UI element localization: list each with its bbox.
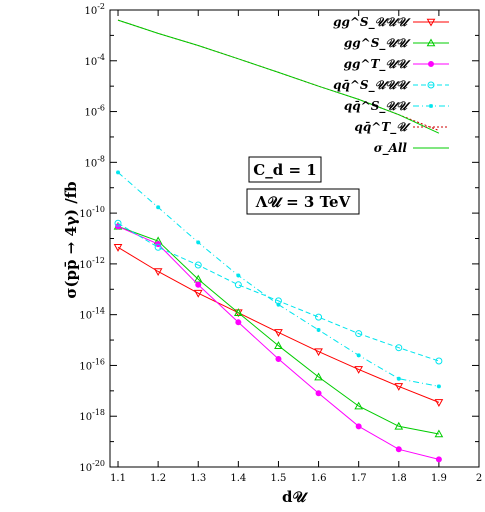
ticks-layer: 1.1 1.2 1.3 1.4 1.5 1.6 1.7 1.8 1.9 2 10-20 10-18 10… bbox=[79, 2, 482, 484]
data-point bbox=[236, 273, 241, 278]
y-tick-label: 10-4 bbox=[84, 53, 105, 68]
legend-label: qq̄^T_𝒰 bbox=[354, 120, 411, 135]
data-point bbox=[394, 421, 404, 430]
y-tick-label: 10-10 bbox=[79, 205, 105, 220]
data-point bbox=[356, 353, 361, 358]
legend-item: qq̄^S_𝒰𝒰 bbox=[344, 99, 449, 114]
series-4 bbox=[116, 170, 441, 389]
legend-label: gg^S_𝒰𝒰 bbox=[344, 36, 411, 51]
y-tick-label: 10-14 bbox=[79, 307, 105, 322]
data-point bbox=[315, 313, 323, 321]
data-point bbox=[354, 401, 364, 410]
plot-frame bbox=[109, 9, 480, 468]
data-point bbox=[233, 308, 243, 316]
legend-item: gg^T_𝒰𝒰 bbox=[344, 57, 449, 72]
x-tick-label: 1.7 bbox=[351, 473, 367, 484]
x-tick-label: 1.6 bbox=[311, 473, 327, 484]
x-tick-label: 2 bbox=[476, 473, 482, 484]
x-tick-label: 1.1 bbox=[110, 473, 126, 484]
legend-item: σ_All bbox=[374, 141, 449, 156]
series-3 bbox=[114, 219, 443, 365]
data-point bbox=[314, 372, 323, 381]
data-point bbox=[193, 289, 203, 298]
series-line bbox=[117, 19, 440, 134]
y-tick-label: 10-6 bbox=[84, 104, 105, 119]
data-point bbox=[275, 355, 282, 362]
data-point bbox=[395, 344, 403, 352]
annotation-cd: C_d = 1 bbox=[248, 156, 322, 183]
data-point bbox=[355, 330, 363, 338]
data-point bbox=[274, 341, 283, 349]
data-point bbox=[395, 446, 402, 453]
annotation-cd-box bbox=[248, 156, 322, 183]
data-point bbox=[435, 456, 442, 463]
data-point bbox=[196, 240, 201, 245]
data-point bbox=[434, 399, 444, 407]
x-axis-label: d𝒰 bbox=[282, 488, 308, 506]
legend: gg^S_𝒰𝒰𝒰 gg^S_𝒰𝒰 gg^T_𝒰𝒰 qq̄^S_𝒰𝒰𝒰 qq̄^S_𝒰𝒰q… bbox=[333, 15, 449, 156]
y-tick-label: 10-12 bbox=[79, 256, 105, 271]
series-line bbox=[117, 246, 440, 403]
annotation-cd-text: C_d = 1 bbox=[253, 161, 316, 179]
data-point bbox=[314, 348, 323, 357]
series-6 bbox=[117, 19, 440, 134]
y-tick-label: 10-18 bbox=[79, 408, 105, 423]
data-point bbox=[234, 281, 242, 289]
y-tick-label: 10-16 bbox=[79, 357, 105, 372]
data-point bbox=[195, 281, 202, 288]
series-line bbox=[117, 225, 439, 435]
data-point bbox=[355, 423, 362, 430]
series-0 bbox=[113, 244, 444, 407]
data-point bbox=[154, 243, 162, 251]
data-point bbox=[354, 366, 364, 374]
x-tick-label: 1.8 bbox=[391, 473, 407, 484]
data-point bbox=[153, 268, 163, 277]
annotation-lambda-text: Λ𝒰 = 3 TeV bbox=[255, 193, 351, 211]
annotation-lambda-box bbox=[246, 188, 360, 215]
legend-label: gg^S_𝒰𝒰𝒰 bbox=[333, 15, 411, 30]
y-tick-label: 10-2 bbox=[84, 2, 105, 17]
data-point bbox=[316, 327, 321, 332]
data-point bbox=[436, 384, 441, 389]
data-point bbox=[396, 376, 401, 381]
legend-item: gg^S_𝒰𝒰 bbox=[344, 36, 449, 51]
y-tick-label: 10-8 bbox=[84, 154, 105, 169]
y-axis-label: σ(pp̄ → 4γ) /fb bbox=[62, 181, 80, 298]
data-point bbox=[235, 319, 242, 326]
data-point bbox=[114, 219, 122, 227]
x-tick-label: 1.2 bbox=[150, 473, 166, 484]
legend-marker bbox=[428, 61, 434, 67]
data-point bbox=[274, 329, 283, 337]
legend-marker bbox=[426, 18, 436, 27]
annotation-lambda: Λ𝒰 = 3 TeV bbox=[246, 188, 360, 215]
legend-label: qq̄^S_𝒰𝒰𝒰 bbox=[333, 78, 411, 93]
series-layer bbox=[113, 19, 444, 463]
series-line bbox=[117, 222, 440, 362]
legend-item: qq̄^S_𝒰𝒰𝒰 bbox=[333, 78, 449, 93]
data-point bbox=[113, 244, 123, 252]
legend-marker bbox=[426, 38, 436, 47]
data-point bbox=[394, 383, 404, 391]
legend-label: qq̄^S_𝒰𝒰 bbox=[344, 99, 411, 114]
legend-item: gg^S_𝒰𝒰𝒰 bbox=[333, 15, 449, 30]
data-point bbox=[116, 170, 121, 175]
data-point bbox=[194, 261, 202, 269]
x-tick-label: 1.4 bbox=[230, 473, 246, 484]
x-tick-label: 1.3 bbox=[190, 473, 206, 484]
series-2 bbox=[115, 223, 442, 463]
data-point bbox=[434, 429, 444, 438]
x-tick-label: 1.5 bbox=[271, 473, 287, 484]
legend-marker bbox=[427, 81, 435, 89]
legend-item: qq̄^T_𝒰 bbox=[354, 120, 449, 135]
x-tick-label: 1.9 bbox=[431, 473, 447, 484]
data-point bbox=[435, 357, 443, 365]
data-point bbox=[276, 302, 281, 307]
data-point bbox=[156, 205, 161, 210]
data-point bbox=[315, 390, 322, 397]
legend-label: σ_All bbox=[374, 141, 408, 156]
legend-label: gg^T_𝒰𝒰 bbox=[344, 57, 412, 72]
legend-marker bbox=[429, 104, 433, 108]
y-tick-label: 10-20 bbox=[79, 459, 105, 474]
